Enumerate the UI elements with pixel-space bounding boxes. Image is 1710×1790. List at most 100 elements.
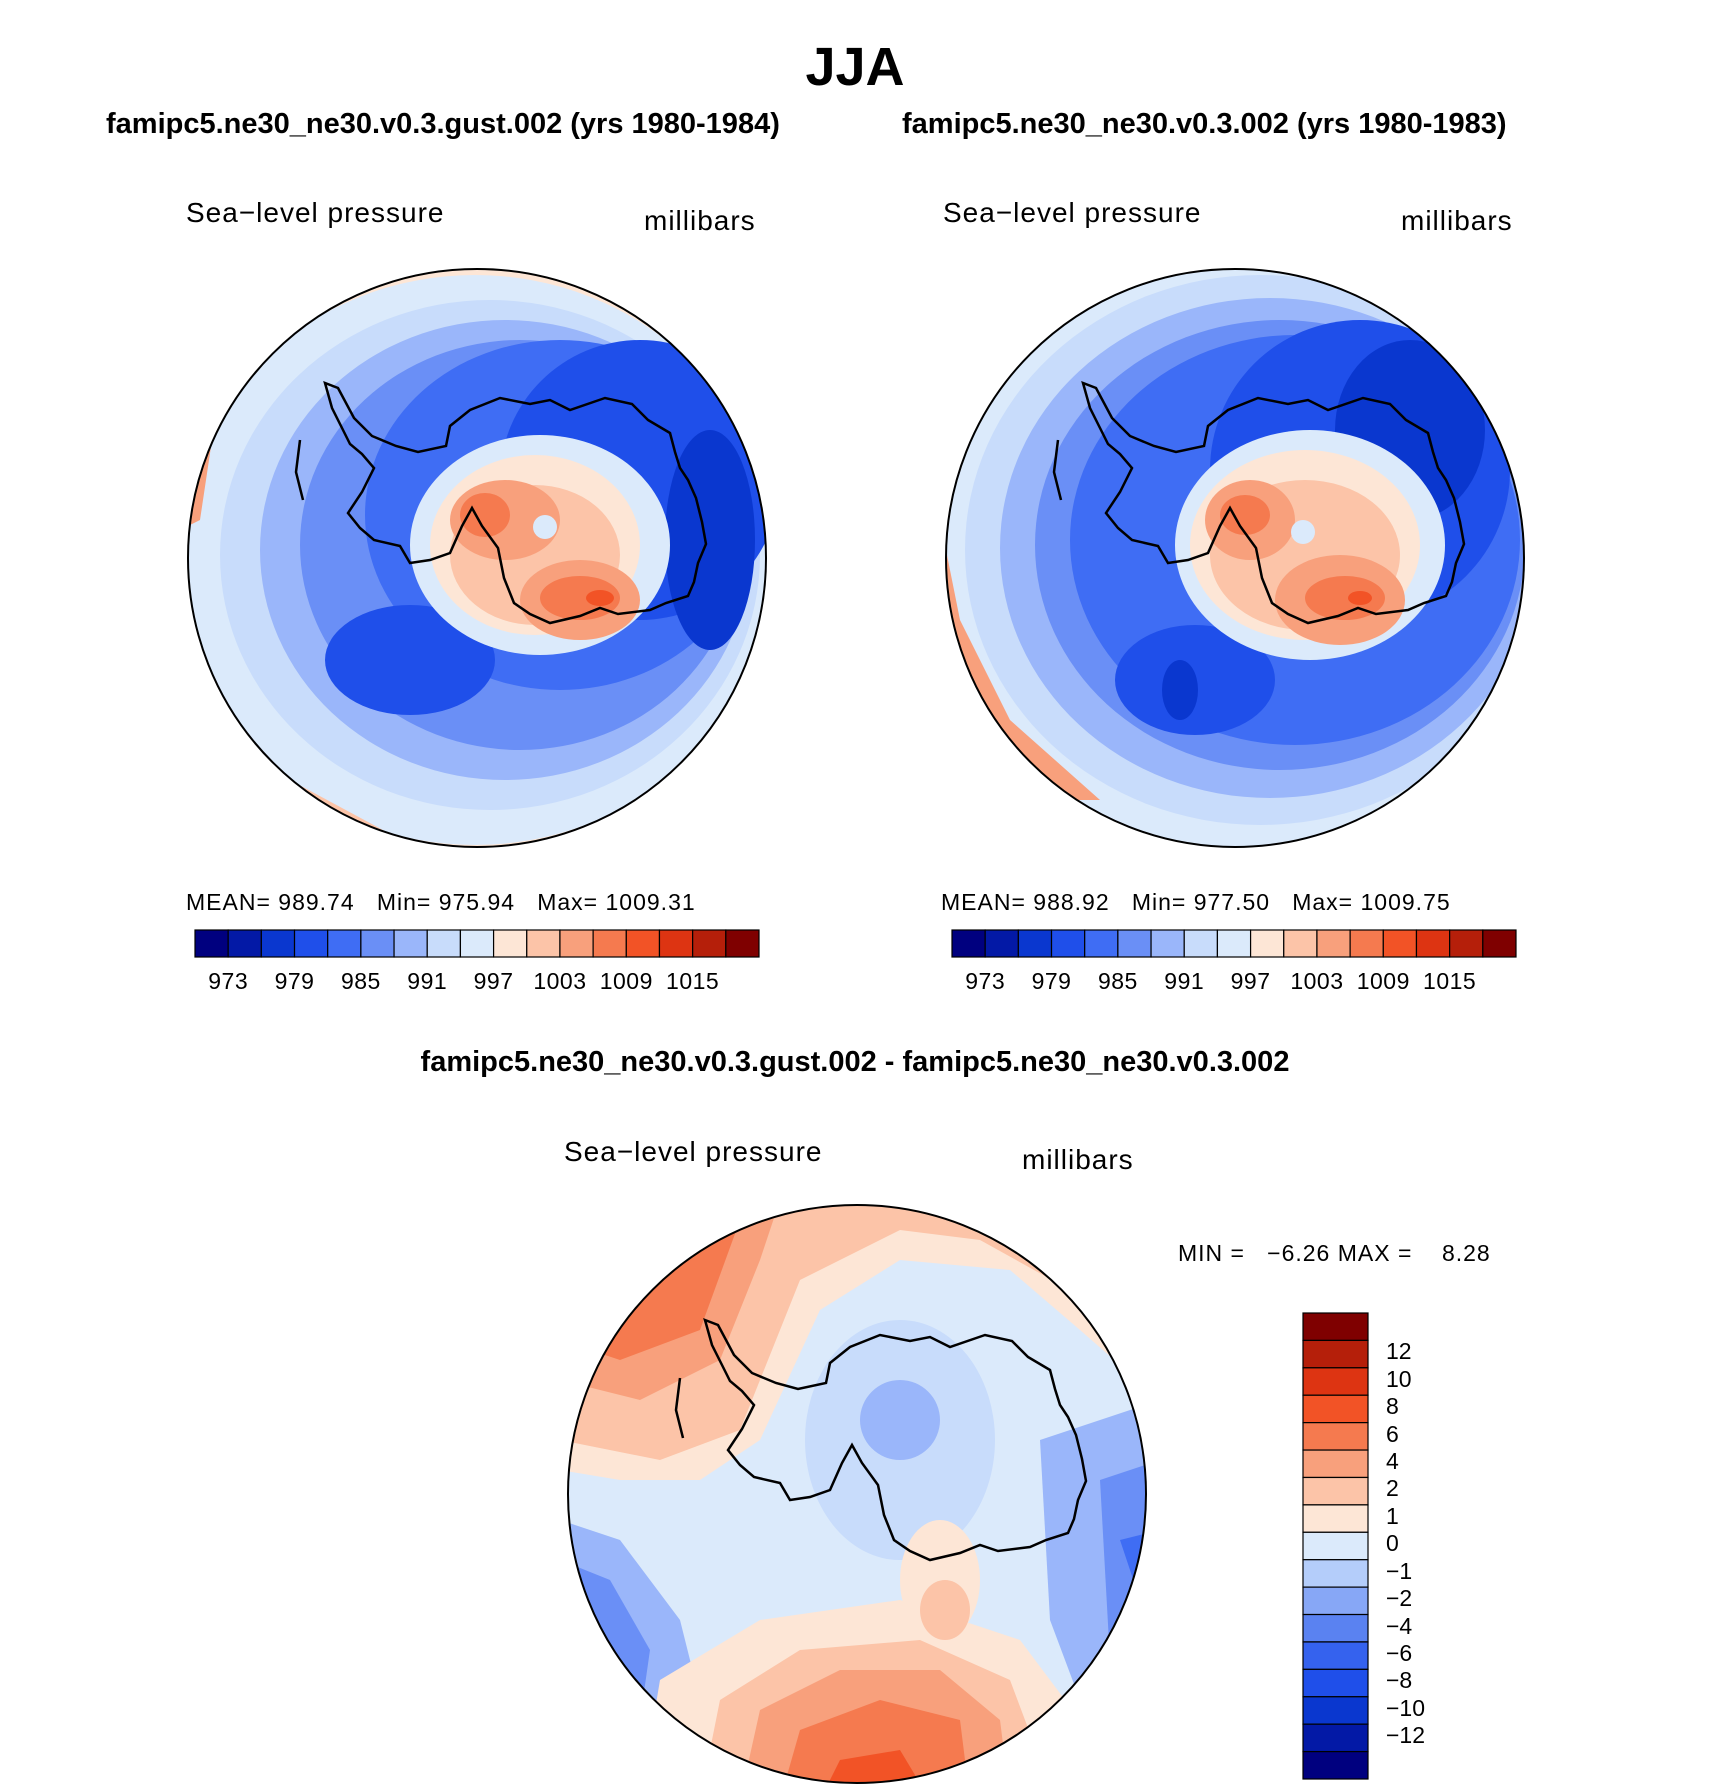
left-colorbar-tick-label: 997 (473, 968, 514, 994)
right-stats: MEAN= 988.92 Min= 977.50 Max= 1009.75 (941, 889, 1451, 916)
left-colorbar-box (658, 929, 694, 958)
difference-colorbar-tick-label: −12 (1386, 1722, 1426, 1749)
left-colorbar-box (692, 929, 727, 958)
left-colorbar-tick-label: 1009 (599, 968, 653, 994)
left-colorbar-tick-label: 991 (407, 968, 448, 994)
difference-colorbar-box (1302, 1422, 1369, 1451)
left-colorbar-box (625, 929, 661, 958)
difference-colorbar-box (1302, 1367, 1369, 1396)
difference-colorbar-tick-label: 1 (1386, 1502, 1399, 1529)
map-difference-border (567, 1204, 1147, 1784)
right-panel-title: famipc5.ne30_ne30.v0.3.002 (yrs 1980-198… (902, 108, 1507, 140)
right-max-value: 1009.75 (1360, 889, 1451, 915)
right-colorbar-tick-label: 973 (965, 968, 1006, 994)
difference-colorbar-tick-label: 0 (1386, 1530, 1399, 1557)
right-min-value: 977.50 (1193, 889, 1271, 915)
difference-colorbar-tick-label: 4 (1386, 1448, 1399, 1475)
difference-colorbar-tick-label: −10 (1386, 1694, 1426, 1721)
right-colorbar (951, 929, 1517, 958)
right-colorbar-box (1382, 929, 1418, 958)
right-colorbar-tick-label: 997 (1230, 968, 1271, 994)
left-colorbar-box (725, 929, 760, 958)
map-left-border (187, 268, 767, 848)
left-min-label: Min= (376, 889, 432, 915)
right-colorbar-box (1249, 929, 1285, 958)
right-colorbar-box (1117, 929, 1152, 958)
right-colorbar-tick-label: 1009 (1356, 968, 1410, 994)
left-colorbar-box (492, 929, 528, 958)
difference-colorbar-tick-label: 8 (1386, 1393, 1399, 1420)
right-colorbar-box (1349, 929, 1384, 958)
right-colorbar-box (1283, 929, 1318, 958)
right-units-label: millibars (1401, 205, 1513, 236)
difference-colorbar-tick-label: −2 (1386, 1585, 1413, 1612)
right-colorbar-tick-label: 1015 (1423, 968, 1477, 994)
difference-colorbar-tick-label: 12 (1386, 1338, 1412, 1365)
difference-minmax: MIN = −6.26 MAX = 8.28 (1178, 1240, 1491, 1266)
left-colorbar-box (393, 929, 428, 958)
left-colorbar-tick-label: 1015 (666, 968, 720, 994)
difference-colorbar-tick-label: −4 (1386, 1612, 1413, 1639)
difference-colorbar-tick-label: 10 (1386, 1365, 1412, 1392)
left-min-value: 975.94 (438, 889, 516, 915)
difference-colorbar-tick-label: −1 (1386, 1557, 1413, 1584)
left-colorbar-box (459, 929, 495, 958)
left-colorbar-box (592, 929, 627, 958)
left-mean-value: 989.74 (278, 889, 355, 915)
main-title: JJA (805, 37, 905, 97)
map-difference (568, 1205, 1146, 1783)
difference-colorbar-box (1302, 1339, 1369, 1369)
left-colorbar-box (260, 929, 296, 958)
left-colorbar-tick-label: 979 (274, 968, 315, 994)
difference-colorbar-box (1302, 1476, 1369, 1506)
left-colorbar-box (327, 929, 362, 958)
difference-title: famipc5.ne30_ne30.v0.3.gust.002 - famipc… (420, 1046, 1290, 1078)
left-colorbar-box (559, 929, 594, 958)
right-colorbar-box (1183, 929, 1219, 958)
left-colorbar-tick-label: 1003 (533, 968, 587, 994)
right-colorbar-box (1150, 929, 1185, 958)
right-colorbar-tick-label: 1003 (1290, 968, 1344, 994)
left-field-label: Sea−level pressure (186, 197, 445, 228)
left-colorbar-box (194, 929, 229, 958)
right-colorbar-box (1415, 929, 1451, 958)
difference-colorbar-tick-label: −6 (1386, 1639, 1413, 1666)
left-max-value: 1009.31 (605, 889, 696, 915)
right-colorbar-box (1084, 929, 1119, 958)
left-panel-title: famipc5.ne30_ne30.v0.3.gust.002 (yrs 198… (106, 108, 780, 140)
right-colorbar-box (1449, 929, 1484, 958)
difference-units-label: millibars (1022, 1144, 1134, 1175)
right-colorbar-box (1050, 929, 1086, 958)
right-colorbar-box (1482, 929, 1517, 958)
difference-colorbar (1302, 1312, 1369, 1780)
left-colorbar-tick-label: 973 (208, 968, 249, 994)
right-mean-label: MEAN= (941, 889, 1026, 915)
right-colorbar-box (1017, 929, 1053, 958)
right-min-label: Min= (1131, 889, 1187, 915)
difference-colorbar-box (1302, 1312, 1369, 1342)
left-colorbar-tick-label: 985 (340, 968, 381, 994)
left-mean-label: MEAN= (186, 889, 271, 915)
right-colorbar-box (984, 929, 1019, 958)
map-right-border (945, 268, 1525, 848)
map-left (188, 269, 766, 847)
difference-colorbar-box (1302, 1668, 1369, 1698)
map-right (946, 269, 1524, 847)
difference-colorbar-box (1302, 1394, 1369, 1424)
right-colorbar-tick-label: 991 (1164, 968, 1205, 994)
difference-colorbar-box (1302, 1559, 1369, 1588)
right-field-label: Sea−level pressure (943, 197, 1202, 228)
right-max-label: Max= (1292, 889, 1354, 915)
left-colorbar-box (293, 929, 329, 958)
right-colorbar-tick-label: 979 (1031, 968, 1072, 994)
left-max-label: Max= (537, 889, 599, 915)
left-colorbar-box (526, 929, 561, 958)
difference-colorbar-box (1302, 1641, 1369, 1670)
difference-colorbar-tick-label: 6 (1386, 1420, 1399, 1447)
left-colorbar-box (360, 929, 395, 958)
difference-colorbar-box (1302, 1750, 1369, 1780)
right-mean-value: 988.92 (1033, 889, 1110, 915)
difference-colorbar-tick-label: 2 (1386, 1475, 1399, 1502)
difference-colorbar-box (1302, 1449, 1369, 1479)
